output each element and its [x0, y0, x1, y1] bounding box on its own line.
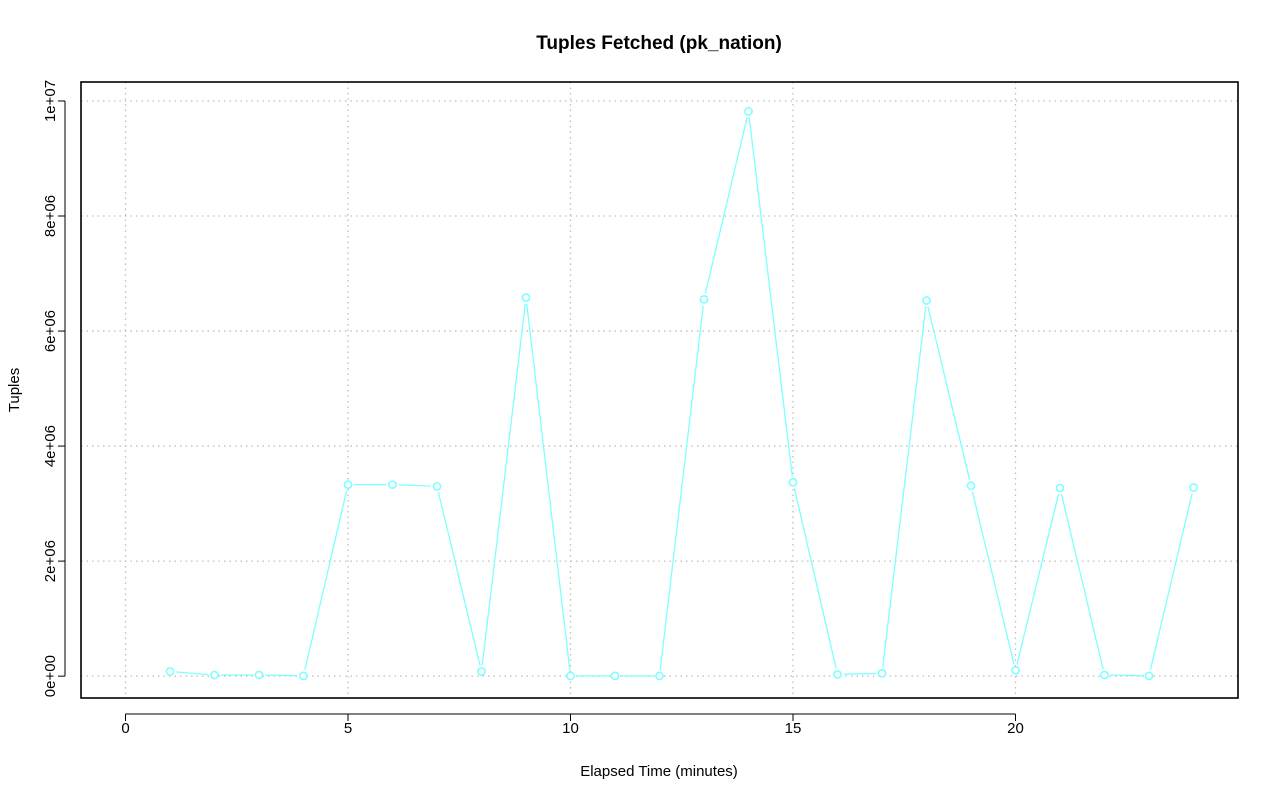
y-tick-label-4: 8e+06: [42, 195, 59, 237]
series-0-point-16: [877, 668, 887, 678]
x-tick-label-0: 0: [121, 720, 129, 737]
x-tick-label-1: 5: [344, 720, 352, 737]
series-0-segment-7: [481, 303, 526, 666]
series-0-point-15: [833, 670, 842, 679]
x-tick-label-4: 20: [1007, 720, 1024, 737]
series-0-point-22: [1144, 671, 1154, 681]
x-axis-label: Elapsed Time (minutes): [580, 763, 738, 780]
series-0-segment-17: [927, 306, 971, 480]
series-0-point-6: [432, 481, 442, 491]
series-0-point-19: [1011, 665, 1020, 675]
y-axis-label: Tuples: [6, 368, 23, 412]
series-0-segment-15: [843, 672, 876, 675]
y-tick-label-5: 1e+07: [42, 80, 59, 122]
series-0-segment-20: [1060, 493, 1104, 670]
series-0-segment-19: [1016, 493, 1060, 665]
series-0-segment-12: [704, 117, 748, 294]
series-0-point-23: [1189, 483, 1198, 492]
series-0-segment-2: [265, 674, 298, 677]
series-0-segment-21: [1110, 674, 1143, 677]
series-0-segment-0: [176, 671, 209, 676]
x-tick-label-2: 10: [562, 720, 579, 737]
plot-frame: [80, 81, 1239, 699]
series-0-point-2: [254, 670, 264, 680]
series-0-point-10: [610, 671, 620, 681]
series-0-point-12: [699, 295, 709, 304]
series-0-segment-16: [882, 306, 927, 668]
y-tick-label-1: 2e+06: [42, 540, 59, 582]
axes: 0 5 10 15 20 0e+00 2e+06 4e+06 6e+06 8e+06 1e+07: [42, 80, 1024, 737]
series-0-segment-11: [659, 305, 704, 670]
series-0-segment-8: [526, 303, 571, 670]
series-0-point-8: [521, 293, 531, 303]
series-0-segment-14: [793, 488, 837, 669]
grid: [81, 82, 1238, 698]
series-0-point-18: [966, 481, 976, 491]
series-0-point-13: [744, 106, 753, 116]
chart-title: Tuples Fetched (pk_nation): [536, 33, 782, 54]
series-0-point-7: [477, 667, 486, 676]
y-tick-label-0: 0e+00: [42, 655, 59, 697]
y-tick-label-3: 6e+06: [42, 310, 59, 352]
series-0-point-0: [165, 667, 175, 676]
series-0-point-14: [788, 477, 798, 487]
x-tick-label-3: 15: [785, 720, 802, 737]
series-0-point-3: [299, 671, 308, 681]
series-layer: [165, 106, 1198, 681]
series-0-segment-13: [748, 117, 793, 477]
series-0-segment-22: [1149, 493, 1193, 671]
series-0-point-21: [1100, 670, 1109, 680]
series-0-point-5: [388, 480, 397, 490]
series-0-segment-6: [437, 492, 481, 666]
series-0-segment-3: [304, 490, 348, 671]
series-0-segment-5: [398, 484, 431, 487]
series-0-point-4: [343, 480, 353, 490]
series-0-point-17: [922, 296, 931, 305]
y-tick-label-2: 4e+06: [42, 425, 59, 467]
series-0-segment-18: [971, 491, 1015, 665]
series-0-point-1: [210, 670, 219, 680]
series-0-point-20: [1055, 483, 1065, 493]
series-0-point-11: [655, 671, 664, 681]
series-0-point-9: [566, 671, 575, 681]
